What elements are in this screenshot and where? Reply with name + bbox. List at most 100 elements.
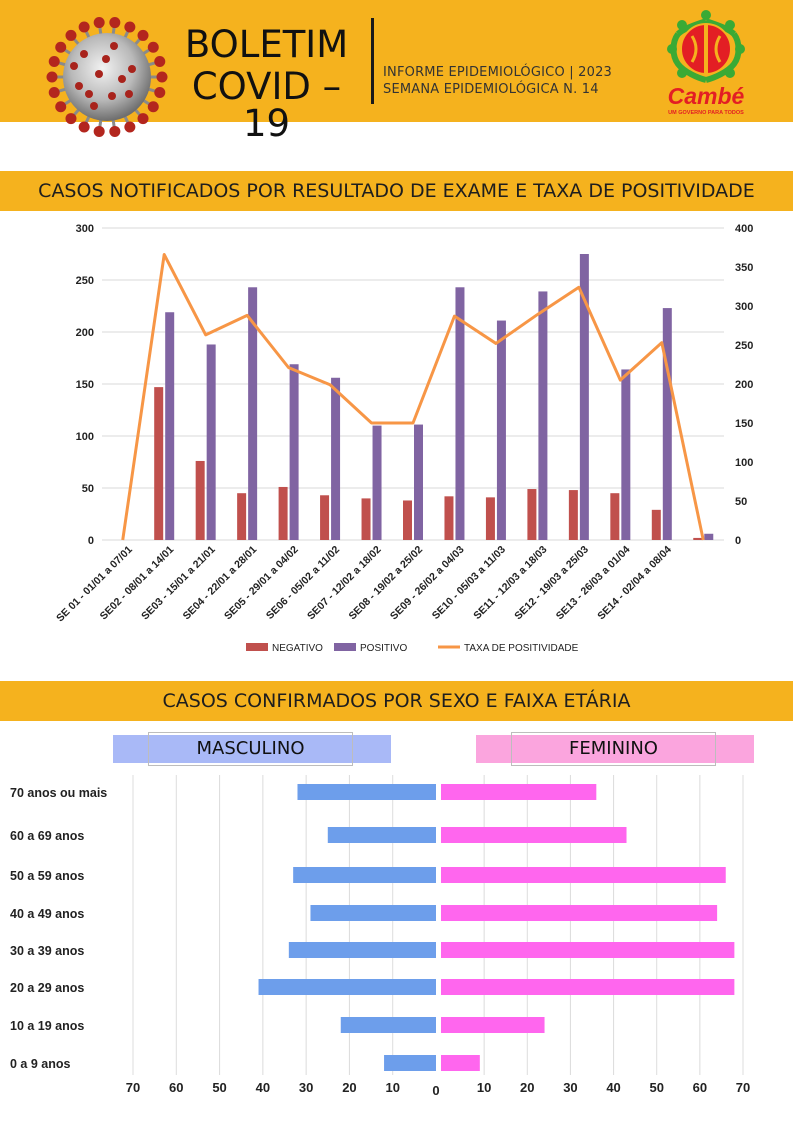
bar-masculino	[288, 942, 436, 958]
bar-feminino	[441, 942, 735, 958]
bar-positivo	[372, 425, 382, 540]
bulletin-title-line2: COVID – 19	[191, 65, 342, 145]
epi-week-label: SEMANA EPIDEMIOLÓGICA N. 14	[383, 82, 599, 97]
bar-negativo	[361, 498, 371, 540]
bar-negativo	[693, 537, 703, 540]
x-tick-label-feminino: 40	[606, 1080, 620, 1095]
bar-negativo	[568, 490, 578, 540]
bar-feminino	[441, 867, 726, 883]
y-right-tick-label: 200	[735, 379, 753, 391]
x-tick-label-masculino: 10	[385, 1080, 399, 1095]
bar-masculino	[258, 979, 436, 995]
exams-chart: 0 50 100 150 200 250 300 0 50 100 150 200 250 300 350 4…	[54, 223, 753, 654]
exams-section-title: CASOS NOTIFICADOS POR RESULTADO DE EXAME…	[0, 171, 793, 211]
age-group-label: 50 a 59 anos	[10, 869, 84, 883]
x-category-label: SE05 - 29/01 a 04/02	[222, 544, 301, 623]
bar-negativo	[651, 509, 661, 540]
y-left-tick-label: 250	[76, 275, 94, 287]
age-group-label: 70 anos ou mais	[10, 786, 107, 800]
y-right-tick-label: 400	[735, 223, 753, 235]
bar-feminino	[441, 784, 597, 800]
bar-feminino	[441, 979, 735, 995]
age-group-label: 10 a 19 anos	[10, 1019, 84, 1033]
bar-feminino	[441, 827, 627, 843]
bar-masculino	[297, 784, 436, 800]
bar-negativo	[320, 495, 330, 540]
x-tick-label-masculino: 30	[299, 1080, 313, 1095]
bar-positivo	[704, 533, 714, 540]
bar-negativo	[403, 500, 412, 540]
bar-feminino	[441, 905, 718, 921]
bar-feminino	[441, 1055, 480, 1071]
bar-feminino	[441, 1017, 545, 1033]
y-left-tick-label: 50	[82, 483, 94, 495]
bar-masculino	[340, 1017, 436, 1033]
y-left-tick-label: 200	[76, 327, 94, 339]
bar-positivo	[496, 320, 506, 540]
age-group-label: 30 a 39 anos	[10, 944, 84, 958]
x-category-label: SE02 - 08/01 a 14/01	[98, 544, 177, 623]
masculino-label-frame	[148, 732, 353, 766]
x-tick-label-masculino: 60	[169, 1080, 183, 1095]
x-tick-label-masculino: 70	[126, 1080, 140, 1095]
logo-figures-icon	[667, 10, 745, 83]
y-right-tick-label: 150	[735, 418, 753, 430]
x-tick-label-feminino: 70	[736, 1080, 750, 1095]
x-category-label: SE 01 - 01/01 a 07/01	[54, 544, 135, 625]
feminino-label: FEMININO	[569, 738, 658, 759]
bar-positivo	[538, 291, 548, 540]
bar-positivo	[662, 308, 672, 540]
x-tick-label-feminino: 60	[693, 1080, 707, 1095]
bar-negativo	[610, 493, 620, 540]
bar-positivo	[621, 369, 631, 540]
logo-wordmark: Cambé	[668, 83, 745, 109]
y-left-tick-label: 100	[76, 431, 94, 443]
bar-positivo	[414, 424, 423, 540]
x-tick-label-masculino: 40	[256, 1080, 270, 1095]
age-group-label: 0 a 9 anos	[10, 1057, 70, 1071]
y-left-tick-label: 300	[76, 223, 94, 235]
x-category-label: SE10 - 05/03 a 11/03	[430, 544, 508, 622]
sex-age-chart: 70 anos ou mais 60 a 69 anos 50 a 59 anos 4…	[10, 775, 750, 1098]
header-divider	[371, 18, 374, 104]
legend-label: POSITIVO	[360, 643, 407, 654]
bar-negativo	[485, 497, 495, 540]
x-category-label: SE08 - 19/02 a 25/02	[346, 544, 425, 623]
bar-masculino	[310, 905, 436, 921]
age-group-label: 60 a 69 anos	[10, 829, 84, 843]
bar-positivo	[579, 254, 589, 540]
age-group-label: 20 a 29 anos	[10, 981, 84, 995]
masculino-label-background	[113, 735, 391, 763]
x-tick-label-feminino: 30	[563, 1080, 577, 1095]
legend-swatch	[334, 643, 356, 651]
x-tick-label-feminino: 20	[520, 1080, 534, 1095]
line-taxa-de-positividade	[121, 253, 705, 541]
y-right-tick-label: 50	[735, 496, 747, 508]
bar-masculino	[327, 827, 436, 843]
y-right-tick-label: 350	[735, 262, 753, 274]
y-right-tick-label: 250	[735, 340, 753, 352]
logo-tagline: UM GOVERNO PARA TODOS	[668, 110, 744, 116]
x-category-label: SE14 - 02/04 a 08/04	[595, 544, 674, 623]
bar-negativo	[195, 460, 205, 540]
feminino-label-background	[476, 735, 754, 763]
x-tick-label-feminino: 10	[477, 1080, 491, 1095]
x-category-label: SE04 - 22/01 a 28/01	[181, 544, 260, 623]
legend-label: TAXA DE POSITIVIDADE	[464, 643, 579, 654]
x-category-label: SE12 - 19/03 a 25/03	[512, 544, 591, 623]
x-tick-label-masculino: 20	[342, 1080, 356, 1095]
bar-positivo	[165, 312, 175, 540]
bar-positivo	[206, 344, 216, 540]
bar-negativo	[278, 486, 288, 540]
x-tick-label-feminino: 0	[432, 1083, 439, 1098]
bar-negativo	[527, 489, 537, 540]
bar-masculino	[384, 1055, 436, 1071]
bar-positivo	[289, 364, 299, 540]
x-category-label: SE13 - 26/03 a 01/04	[554, 544, 633, 623]
x-tick-label-masculino: 50	[212, 1080, 226, 1095]
x-category-label: SE06 - 05/02 a 11/02	[264, 544, 342, 622]
bar-negativo	[237, 493, 247, 540]
bar-positivo	[455, 287, 465, 540]
y-right-tick-label: 300	[735, 301, 753, 313]
bar-positivo	[331, 377, 341, 540]
